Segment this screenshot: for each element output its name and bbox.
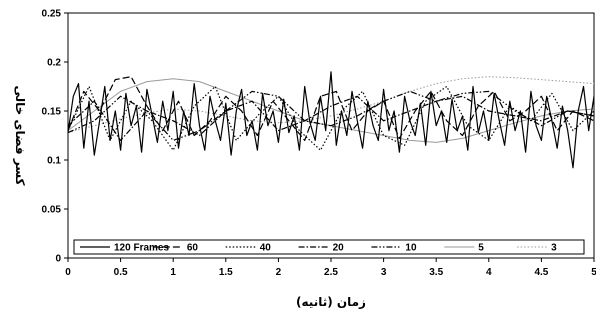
legend-label: 20 xyxy=(333,243,345,254)
legend-label: 40 xyxy=(260,243,272,254)
series-line-60 xyxy=(67,76,595,141)
y-axis-title: کسر فضای خالی xyxy=(13,86,27,186)
y-tick-label: 0.25 xyxy=(42,9,62,20)
legend-label: 3 xyxy=(551,243,557,254)
legend-label: 10 xyxy=(405,243,417,254)
x-tick-label: 3.5 xyxy=(429,267,443,278)
x-tick-label: 1 xyxy=(170,267,176,278)
series-line-3 xyxy=(67,76,595,134)
x-tick-label: 5 xyxy=(591,267,596,278)
legend-label: 5 xyxy=(478,243,484,254)
y-axis-ticks: 0 0.05 0.1 0.15 0.2 0.25 xyxy=(42,9,68,265)
y-tick-label: 0.1 xyxy=(47,156,61,167)
series-layer xyxy=(67,71,595,169)
x-tick-label: 4 xyxy=(486,267,492,278)
x-tick-label: 2 xyxy=(276,267,282,278)
x-tick-label: 2.5 xyxy=(324,267,338,278)
series-line-120-frames xyxy=(67,71,595,169)
y-tick-label: 0.05 xyxy=(42,205,62,216)
y-tick-label: 0.2 xyxy=(47,58,61,69)
legend-label: 120 Frames xyxy=(114,243,169,254)
series-line-10 xyxy=(67,90,595,141)
series-line-40 xyxy=(67,85,595,151)
x-tick-label: 0.5 xyxy=(114,267,128,278)
y-tick-label: 0 xyxy=(55,254,61,265)
legend-box xyxy=(73,239,585,255)
legend: 120 Frames 60 40 20 10 5 3 xyxy=(73,239,585,255)
legend-label: 60 xyxy=(187,243,199,254)
x-tick-label: 3 xyxy=(381,267,387,278)
y-tick-label: 0.15 xyxy=(42,107,62,118)
x-tick-label: 4.5 xyxy=(534,267,548,278)
x-tick-label: 0 xyxy=(65,267,71,278)
x-axis-title: زمان (ثانیه) xyxy=(296,295,366,309)
x-axis-ticks: 0 0.5 1 1.5 2 2.5 3 3.5 4 4.5 5 xyxy=(65,258,596,278)
x-tick-label: 1.5 xyxy=(219,267,233,278)
